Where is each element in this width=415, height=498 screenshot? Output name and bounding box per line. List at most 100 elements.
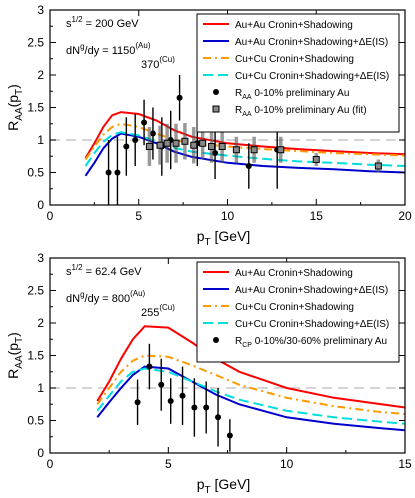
y-axis-label: RAA(pT) xyxy=(5,84,25,131)
series-line-3 xyxy=(84,122,406,161)
y-tick-label: 1 xyxy=(37,133,44,147)
legend-label-2: Au+Au Cronin+Shadowing+ΔE(IS) xyxy=(235,37,388,48)
data-point-square xyxy=(145,143,153,150)
data-point xyxy=(123,143,130,150)
legend-r: R xyxy=(235,336,242,347)
legend-r-sub: AA xyxy=(242,94,252,101)
dndy-annotation: dNg/dy = 1150(Au) xyxy=(66,41,151,57)
dndy-prefix: dN xyxy=(66,293,80,305)
data-point-square xyxy=(250,146,258,154)
data-point xyxy=(134,399,141,406)
series-line-4 xyxy=(96,367,406,425)
y-axis-label-arg: (p xyxy=(5,343,21,356)
legend-r-sub: AA xyxy=(242,111,252,118)
legend-r-rest: 0-10% preliminary Au xyxy=(252,88,350,99)
energy-value: = 62.4 GeV xyxy=(83,266,143,278)
data-point xyxy=(176,94,183,101)
x-axis-label: pT [GeV] xyxy=(197,228,251,248)
data-point xyxy=(141,119,148,126)
y-axis-label-sub: AA xyxy=(14,107,25,121)
y-axis-label-arg-sub: T xyxy=(14,337,25,343)
data-point xyxy=(167,398,174,404)
data-point xyxy=(132,137,139,143)
data-point-square xyxy=(181,137,189,145)
y-tick-label: 3 xyxy=(37,3,44,17)
dndy-value-cu: 255 xyxy=(141,307,159,319)
y-axis-label-arg: (p xyxy=(5,95,21,108)
x-tick-label: 5 xyxy=(135,209,142,223)
y-tick-label: 2.5 xyxy=(27,284,44,298)
energy-value: = 200 GeV xyxy=(83,18,140,30)
y-tick-label: 2.5 xyxy=(27,36,44,50)
y-tick-label: 1 xyxy=(37,381,44,395)
legend-label-points-1: RAA 0-10% preliminary Au xyxy=(235,88,349,101)
y-tick-label: 0 xyxy=(37,446,44,460)
legend-label-3: Cu+Cu Cronin+Shadowing xyxy=(235,302,354,313)
energy-sup: 1/2 xyxy=(72,15,84,24)
y-tick-label: 3 xyxy=(37,251,44,265)
y-tick-label: 1.5 xyxy=(27,101,44,115)
energy-annotation: s1/2 = 200 GeV xyxy=(66,15,139,30)
data-point-square xyxy=(277,146,285,154)
legend-label-3: Cu+Cu Cronin+Shadowing xyxy=(235,54,354,65)
legend-r: R xyxy=(235,88,242,99)
legend-r: R xyxy=(235,105,242,116)
legend: Au+Au Cronin+Shadowing Au+Au Cronin+Shado… xyxy=(196,13,400,133)
legend-marker xyxy=(213,337,219,343)
legend-box xyxy=(196,261,400,363)
legend-label-4: Cu+Cu Cronin+Shadowing+ΔE(IS) xyxy=(235,71,389,82)
dndy-sup-au: (Au) xyxy=(130,289,145,298)
data-point-square xyxy=(190,141,198,149)
data-point xyxy=(215,414,222,421)
dndy-prefix: dN xyxy=(66,45,80,57)
dndy-annotation-cu: 370(Cu) xyxy=(141,55,175,71)
y-tick-label: 0 xyxy=(37,198,44,212)
data-point xyxy=(191,404,198,411)
legend-label-1: Au+Au Cronin+Shadowing xyxy=(235,20,353,31)
data-point xyxy=(179,392,186,399)
x-tick-label: 5 xyxy=(165,457,172,471)
dndy-value: /dy = 1150 xyxy=(85,45,136,57)
x-axis-label-base: p xyxy=(197,228,205,244)
x-tick-label: 15 xyxy=(398,457,412,471)
x-axis-label-rest: [GeV] xyxy=(211,476,251,492)
y-axis-label-close: ) xyxy=(5,332,21,337)
legend-label-4: Cu+Cu Cronin+Shadowing+ΔE(IS) xyxy=(235,319,389,330)
x-axis-label: pT [GeV] xyxy=(197,476,251,496)
data-point-square xyxy=(218,143,226,150)
x-axis-label-sub: T xyxy=(205,485,211,496)
data-point xyxy=(146,363,153,370)
y-axis-label-base: R xyxy=(5,369,21,379)
legend-label-2: Au+Au Cronin+Shadowing+ΔE(IS) xyxy=(235,285,388,296)
x-axis-label-sub: T xyxy=(205,237,211,248)
y-tick-label: 0.5 xyxy=(27,414,44,428)
series-line-4 xyxy=(84,131,406,167)
data-point xyxy=(158,381,165,388)
data-point xyxy=(203,404,210,411)
x-axis-label-base: p xyxy=(197,476,205,492)
dndy-value-cu: 370 xyxy=(141,59,159,71)
legend-label-1: Au+Au Cronin+Shadowing xyxy=(235,268,353,279)
dndy-sup-cu: (Cu) xyxy=(159,55,175,64)
x-tick-label: 0 xyxy=(47,457,54,471)
y-tick-label: 0.5 xyxy=(27,166,44,180)
dndy-sup: g xyxy=(80,42,84,51)
y-tick-label: 2 xyxy=(37,316,44,330)
legend-label-points-2: RAA 0-10% preliminary Au (fit) xyxy=(235,105,367,118)
data-point-square xyxy=(156,141,164,149)
y-axis-label: RAA(pT) xyxy=(5,332,25,379)
legend-marker xyxy=(213,89,219,95)
y-tick-label: 2 xyxy=(37,68,44,82)
data-point-square xyxy=(199,139,207,147)
data-point xyxy=(114,169,121,176)
data-point xyxy=(245,163,252,169)
y-axis-label-sub: AA xyxy=(14,355,25,369)
dndy-value: /dy = 800 xyxy=(85,293,131,305)
legend: Au+Au Cronin+Shadowing Au+Au Cronin+Shado… xyxy=(196,261,400,363)
data-point-square xyxy=(208,143,216,150)
data-point xyxy=(105,169,112,176)
energy-symbol: s xyxy=(66,18,72,30)
data-point xyxy=(226,432,233,439)
legend-r-rest: 0-10% preliminary Au (fit) xyxy=(252,105,367,116)
